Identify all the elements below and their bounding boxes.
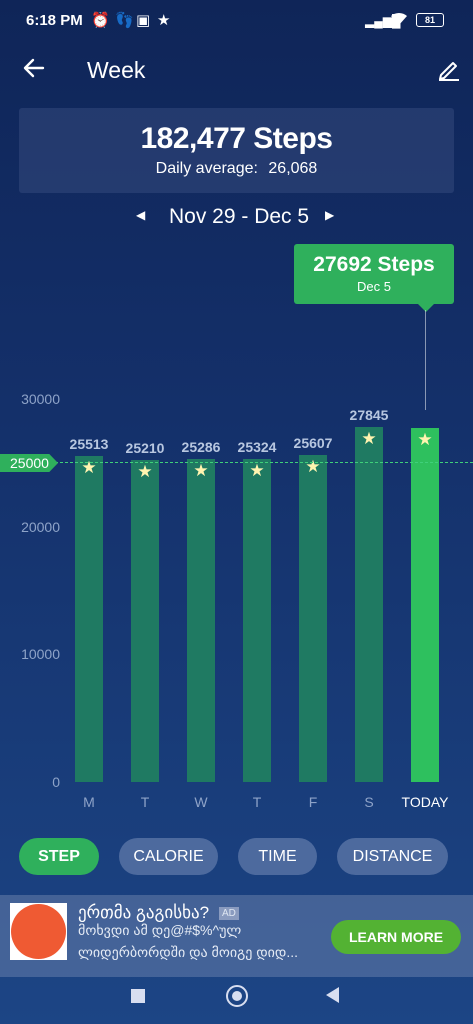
- bar[interactable]: [131, 460, 159, 782]
- y-tick-label: 10000: [21, 646, 60, 663]
- signal-icon: ▂▄▆█: [365, 14, 401, 28]
- tooltip-date: Dec 5: [357, 279, 391, 294]
- bar-value-label: 27845: [349, 406, 389, 423]
- battery-icon: 81: [416, 13, 444, 27]
- bar-value-label: 25513: [69, 436, 109, 453]
- ad-title[interactable]: ერთმა გაგისხა?: [78, 903, 210, 922]
- daily-average-value: 26,068: [268, 160, 318, 177]
- selected-day-tooltip: 27692 Steps Dec 5: [294, 244, 454, 304]
- goal-star-icon: ★: [249, 460, 265, 480]
- tooltip-line: [425, 310, 426, 410]
- status-bar: 6:18 PM ⏰ 👣 ▣ ★ ▂▄▆█ 81: [0, 0, 473, 42]
- y-tick-label: 20000: [21, 518, 60, 535]
- bar[interactable]: [355, 426, 383, 782]
- bar[interactable]: [75, 456, 103, 782]
- x-axis-label: F: [308, 794, 318, 810]
- x-axis-label: S: [364, 794, 374, 810]
- x-axis-label: W: [194, 794, 208, 810]
- bar-value-label: 25210: [125, 440, 165, 457]
- filter-step[interactable]: STEP: [19, 838, 99, 875]
- bar-today[interactable]: [411, 428, 439, 782]
- ad-text-line1: მოხვდი ამ დე@#$%^ულ: [78, 922, 242, 938]
- recents-button[interactable]: [131, 989, 145, 1003]
- filter-calorie[interactable]: CALORIE: [119, 838, 218, 875]
- bar-value-label: 25324: [237, 438, 277, 455]
- daily-average: Daily average: 26,068: [19, 160, 454, 178]
- summary-card: 182,477 Steps Daily average: 26,068: [19, 108, 454, 193]
- previous-week-button[interactable]: ◀: [136, 208, 146, 222]
- x-axis-label: TODAY: [401, 794, 449, 810]
- y-tick-label: 30000: [21, 391, 60, 407]
- alarm-icon: ⏰: [91, 12, 110, 29]
- bar[interactable]: [299, 455, 327, 782]
- x-axis-label: T: [140, 794, 150, 810]
- x-axis-label: M: [83, 794, 95, 810]
- goal-line: [0, 462, 473, 463]
- daily-average-label: Daily average:: [155, 160, 258, 177]
- y-tick-label: 0: [52, 774, 60, 790]
- x-axis-label: T: [252, 794, 262, 810]
- learn-more-button[interactable]: LEARN MORE: [331, 920, 461, 954]
- edit-button[interactable]: [436, 56, 462, 82]
- footsteps-icon: 👣: [115, 12, 134, 29]
- week-range: Nov 29 - Dec 5: [169, 205, 310, 228]
- system-back-button[interactable]: [326, 987, 339, 1003]
- ad-text-line2: ლიდერბორდში და მოიგე დიდ...: [78, 944, 299, 960]
- goal-star-icon: ★: [81, 458, 97, 478]
- tooltip-value: 27692 Steps: [313, 253, 435, 276]
- goal-star-icon: ★: [361, 428, 377, 448]
- ad-tag: AD: [219, 907, 239, 920]
- next-week-button[interactable]: ▶: [325, 208, 335, 222]
- wifi-icon: [390, 11, 408, 31]
- star-icon: ★: [157, 12, 171, 29]
- bar-value-label: 25607: [293, 435, 333, 452]
- page-title: Week: [87, 57, 146, 83]
- pencil-icon: [439, 62, 459, 81]
- tooltip-pointer: [417, 303, 435, 312]
- goal-star-icon: ★: [137, 462, 153, 482]
- filter-time[interactable]: TIME: [238, 838, 317, 875]
- bar-value-label: 25286: [181, 439, 221, 456]
- goal-star-icon: ★: [193, 461, 209, 481]
- total-steps: 182,477 Steps: [140, 122, 333, 155]
- arrow-left-icon: [23, 58, 45, 78]
- ad-image[interactable]: [10, 903, 67, 960]
- bar[interactable]: [187, 459, 215, 782]
- bar[interactable]: [243, 458, 271, 782]
- back-button[interactable]: [22, 56, 50, 84]
- goal-star-icon: ★: [417, 430, 433, 450]
- home-button[interactable]: [226, 985, 248, 1007]
- notification-icon: ▣: [136, 12, 151, 29]
- goal-badge: 25000: [0, 454, 58, 472]
- goal-star-icon: ★: [305, 457, 321, 477]
- filter-distance[interactable]: DISTANCE: [337, 838, 448, 875]
- status-time: 6:18 PM: [26, 12, 83, 29]
